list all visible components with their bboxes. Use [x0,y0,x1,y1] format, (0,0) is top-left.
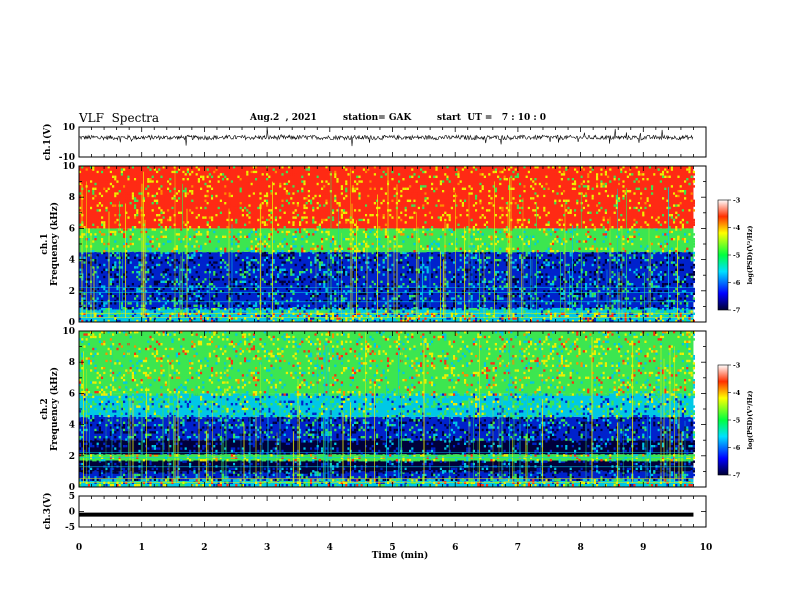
colorbar-tick-label: -4 [733,389,741,397]
ch3-y-tick-label: -5 [65,523,75,533]
x-tick-label: 9 [640,543,646,553]
x-tick-label: 0 [76,543,82,553]
colorbar-ch1 [717,199,729,311]
x-tick-label: 6 [452,543,458,553]
ch1-y-axis-label: ch.1(V) [42,124,53,161]
ch1-frequency-label: Frequency (kHz) [49,202,60,286]
ch1-y-tick-label: 10 [62,123,75,133]
ch3-y-axis-label: ch.3(V) [42,493,53,530]
x-axis-label: Time (min) [372,550,429,561]
spec2-layer-0 [79,479,694,487]
colorbar-tick-label: -7 [733,472,740,480]
figure-title: VLF Spectra [79,111,159,125]
spec1-y-tick-label: 4 [69,256,75,266]
ch1-waveform-panel [79,128,694,147]
ch3-y-tick-label: 5 [69,492,75,502]
ch2-spectrogram-panel [79,331,695,487]
spec2-y-tick-label: 6 [69,389,75,399]
spec1-y-tick-label: 6 [69,224,75,234]
x-tick-label: 1 [139,543,145,553]
ch2-frequency-label: Frequency (kHz) [49,367,60,451]
spec2-y-tick-label: 0 [69,483,75,493]
colorbar-tick-label: -7 [733,307,740,315]
colorbar-label: log(PSD)(V²/Hz) [746,391,754,450]
colorbar-label: log(PSD)(V²/Hz) [746,226,754,285]
x-tick-label: 2 [201,543,207,553]
spec2-y-tick-label: 2 [69,452,75,462]
colorbar-tick-label: -3 [733,197,741,205]
spec2-heatmap-cells [79,331,695,487]
spec1-y-tick-label: 0 [69,318,75,328]
ch1-spectrogram-panel [79,166,695,322]
x-tick-label: 8 [577,543,583,553]
x-tick-label: 5 [389,543,395,553]
spec1-y-tick-label: 8 [69,193,75,203]
spec1-heatmap-cells [79,166,695,322]
colorbars: -3 -4 -5 -6 -7 log(PSD)(V²/Hz) -3 -4 -5 -6 -7 log(P… [717,197,754,480]
spec1-y-tick-label: 2 [69,287,75,297]
x-tick-label: 10 [700,543,713,553]
ch3-y-tick-label: 0 [69,508,75,518]
ch1-y-tick-label: -10 [59,153,75,163]
spec2-y-tick-label: 10 [62,327,75,337]
colorbar-ch2 [717,364,729,476]
ch1-waveform-line [79,128,694,147]
date-label: Aug.2 , 2021 [250,113,317,123]
colorbar-tick-label: -6 [733,279,741,287]
colorbar-tick-label: -6 [733,444,741,452]
colorbar-tick-label: -4 [733,224,741,232]
x-tick-label: 7 [515,543,521,553]
ch1-channel-label: ch.1 [40,233,50,254]
x-tick-label: 3 [264,543,270,553]
ch2-channel-label: ch.2 [40,398,50,419]
spec2-y-tick-label: 8 [69,358,75,368]
spec2-y-tick-label: 4 [69,421,75,431]
colorbar-tick-label: -5 [733,417,741,425]
colorbar-tick-label: -3 [733,362,741,370]
x-tick-label: 4 [327,543,333,553]
station-label: station= GAK [343,113,411,123]
start-ut-label: start UT = 7 : 10 : 0 [437,113,546,123]
spec1-y-tick-label: 10 [62,162,75,172]
colorbar-tick-label: -5 [733,252,741,260]
